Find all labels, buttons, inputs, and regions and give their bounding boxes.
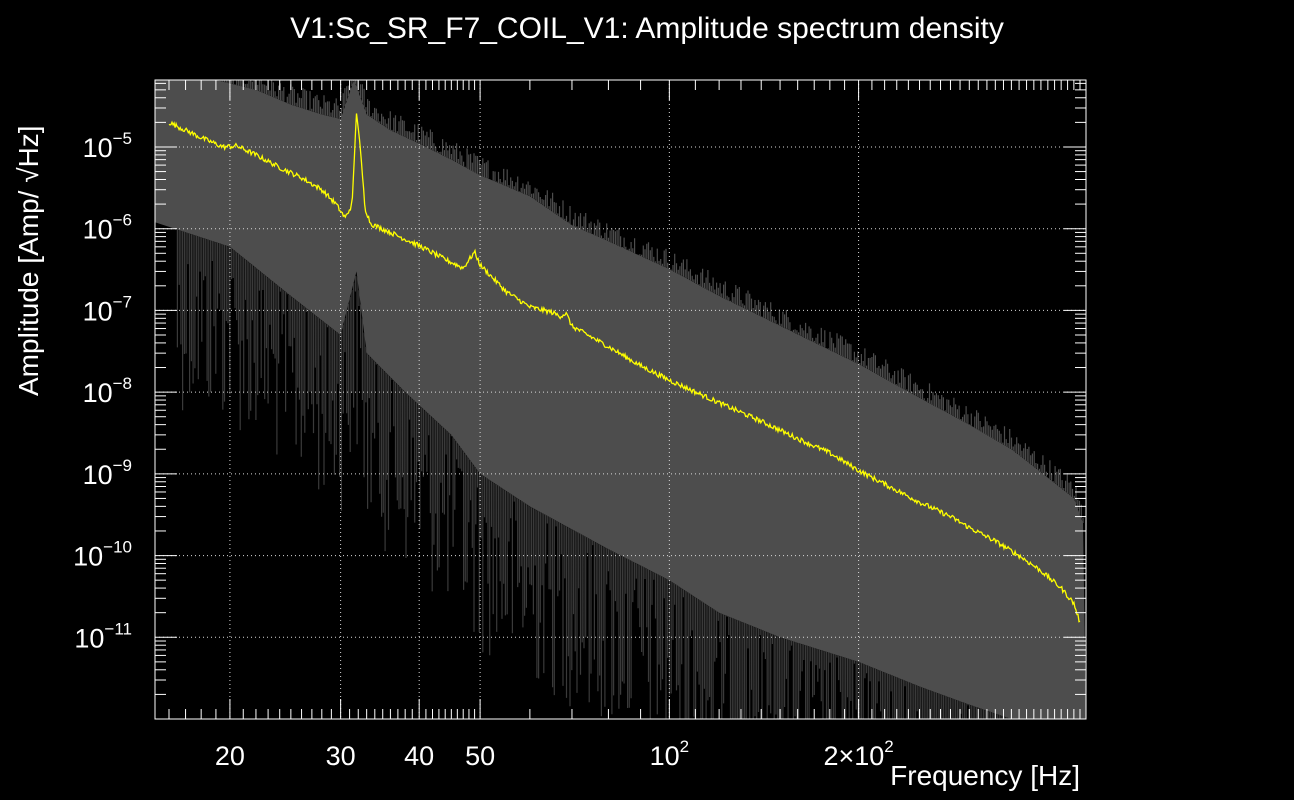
x-tick-label: 102 xyxy=(650,737,690,771)
median-spectrum-line xyxy=(168,113,1081,623)
y-tick-label: 10−5 xyxy=(83,129,132,163)
x-tick-label: 40 xyxy=(404,741,434,771)
y-tick-label: 10−9 xyxy=(83,456,132,490)
y-tick-label: 10−7 xyxy=(83,292,132,326)
tick-marks xyxy=(155,80,1086,720)
band-high-spikes xyxy=(216,80,1084,523)
y-axis-label-main: Amplitude [Amp/ xyxy=(13,183,44,396)
x-axis-tick-labels: 20 30 40 50 102 2×102 xyxy=(215,737,894,771)
y-tick-label: 10−8 xyxy=(83,374,132,408)
x-tick-label: 30 xyxy=(326,741,356,771)
x-tick-label: 2×102 xyxy=(823,737,893,771)
y-tick-label: 10−10 xyxy=(73,538,132,572)
y-axis-label-sqrt: √ xyxy=(13,167,44,183)
spectrum-percentile-band xyxy=(155,80,1086,719)
y-axis-tick-labels: 10−5 10−6 10−7 10−8 10−9 10−10 10−11 xyxy=(73,129,132,653)
plot-frame xyxy=(154,79,1087,720)
x-axis-label: Frequency [Hz] xyxy=(890,760,1080,791)
band-low-spikes xyxy=(176,229,1011,719)
x-tick-label: 50 xyxy=(465,741,495,771)
chart-title: V1:Sc_SR_F7_COIL_V1: Amplitude spectrum … xyxy=(290,12,1004,45)
grid-lines xyxy=(155,80,1086,719)
x-tick-label: 20 xyxy=(215,741,245,771)
y-tick-label: 10−11 xyxy=(74,619,132,653)
y-axis-label: Amplitude [Amp/ √Hz] xyxy=(13,125,44,396)
median-line xyxy=(168,113,1081,623)
y-tick-label: 10−6 xyxy=(83,211,132,245)
band-area xyxy=(155,80,1086,719)
y-axis-label-unit: Hz] xyxy=(13,125,44,167)
plot-area xyxy=(154,79,1087,720)
